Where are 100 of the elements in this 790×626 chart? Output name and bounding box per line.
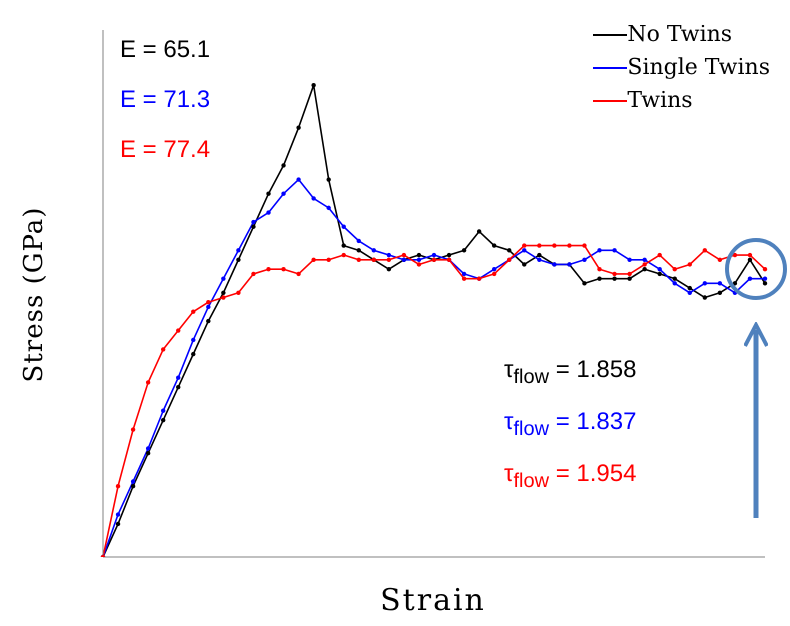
point [688, 286, 692, 290]
point [160, 408, 166, 413]
annotation: τ$_{flow}$ = 1.837 [504, 408, 636, 441]
point [251, 272, 256, 276]
point [386, 267, 392, 272]
point [462, 272, 466, 276]
point [296, 177, 301, 182]
point [702, 281, 708, 286]
point [582, 281, 587, 286]
point [236, 290, 241, 295]
point [251, 220, 256, 224]
point [702, 295, 708, 300]
point [627, 272, 632, 276]
point [492, 272, 496, 276]
point [446, 252, 452, 258]
point [251, 224, 256, 229]
point [311, 83, 316, 88]
point [552, 243, 557, 248]
point [657, 267, 662, 272]
point [130, 484, 136, 488]
point [416, 252, 422, 258]
point [356, 238, 361, 244]
point [116, 522, 120, 526]
point [342, 252, 346, 258]
point [416, 258, 422, 262]
point [311, 258, 316, 262]
point [748, 276, 752, 281]
point [372, 248, 376, 253]
point [311, 196, 316, 201]
point [160, 347, 166, 352]
point [567, 243, 572, 248]
point [281, 192, 286, 196]
point [116, 512, 120, 517]
point [702, 248, 708, 253]
point [597, 276, 602, 281]
point [281, 163, 286, 168]
point [582, 258, 587, 262]
point [342, 224, 346, 229]
point [176, 376, 180, 380]
point [462, 248, 466, 253]
point [206, 304, 211, 310]
point [432, 252, 436, 258]
x-axis-title: Strain [380, 583, 486, 618]
point [146, 451, 150, 456]
point [657, 252, 662, 258]
text: E = 65.1 [120, 36, 210, 64]
point [597, 248, 602, 253]
point [537, 258, 542, 262]
point [236, 248, 241, 253]
point [672, 267, 677, 272]
point [386, 252, 392, 258]
point [206, 318, 211, 324]
point [416, 262, 422, 267]
point [597, 267, 602, 272]
annotation: E = 77.4 [120, 136, 210, 164]
point [130, 427, 136, 432]
point [326, 258, 331, 262]
point [356, 248, 361, 253]
legend-label: No Twins [627, 21, 732, 49]
point [221, 276, 226, 281]
annotation: τ$_{flow}$ = 1.858 [504, 356, 636, 389]
point [748, 258, 752, 262]
point [402, 252, 406, 258]
point [296, 125, 301, 130]
annotation: τ$_{flow}$ = 1.954 [504, 460, 636, 493]
point [191, 352, 196, 356]
point [657, 272, 662, 276]
point [266, 267, 271, 272]
point [718, 281, 722, 286]
point [492, 267, 496, 272]
point [537, 252, 542, 258]
point [236, 258, 241, 262]
point [326, 177, 331, 182]
point [522, 248, 526, 253]
point [191, 309, 196, 314]
point [627, 258, 632, 262]
point [507, 248, 512, 253]
point [642, 267, 647, 272]
point [130, 479, 136, 484]
point [476, 229, 482, 234]
legend-label: Single Twins [627, 54, 770, 82]
point [206, 300, 211, 304]
point [146, 446, 150, 451]
legend-label: Twins [627, 87, 693, 115]
point [718, 258, 722, 262]
point [612, 276, 617, 281]
point [176, 328, 180, 333]
point [160, 418, 166, 422]
point [266, 192, 271, 196]
point [191, 338, 196, 342]
point [762, 276, 768, 281]
point [718, 290, 722, 295]
point [582, 243, 587, 248]
point [762, 281, 768, 286]
point [492, 243, 496, 248]
point [672, 276, 677, 281]
point [642, 262, 647, 267]
point [688, 262, 692, 267]
point [116, 484, 120, 488]
point [342, 243, 346, 248]
